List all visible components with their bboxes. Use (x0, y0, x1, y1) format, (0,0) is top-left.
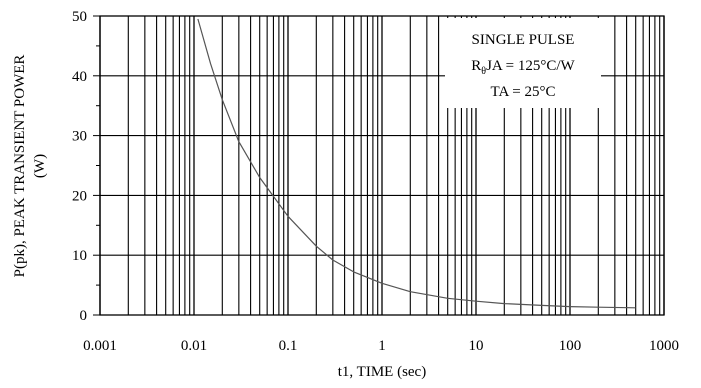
y-tick-label: 0 (80, 308, 88, 324)
y-tick-label: 30 (72, 129, 87, 145)
x-axis-label: t1, TIME (sec) (338, 364, 426, 380)
x-tick-label: 1000 (649, 338, 679, 354)
x-tick-label: 0.001 (83, 338, 117, 354)
y-tick-label: 40 (72, 69, 87, 85)
x-tick-label: 1 (378, 338, 386, 354)
curve-layer (197, 18, 636, 309)
x-tick-label: 0.01 (181, 338, 207, 354)
annotation-line2-prefix: R (471, 58, 481, 74)
annotation-background (445, 18, 601, 108)
y-axis-ticks: 0 10 20 30 40 50 (72, 9, 100, 324)
x-axis-ticks: 0.001 0.01 0.1 1 10 100 1000 (83, 338, 679, 354)
annotation-line2-subscript: θ (481, 66, 486, 77)
y-axis-label: P(pk), PEAK TRANSIENT POWER (W) (12, 55, 48, 278)
annotation-line1: SINGLE PULSE (472, 32, 575, 48)
x-tick-label: 0.1 (279, 338, 298, 354)
y-axis-label-line2: (W) (32, 154, 48, 178)
y-axis-label-line1: P(pk), PEAK TRANSIENT POWER (12, 55, 28, 278)
annotation-line3: TA = 25°C (491, 84, 556, 100)
annotation-line2: RθJA = 125°C/W (471, 58, 575, 77)
annotation-line2-rest: JA = 125°C/W (486, 58, 575, 74)
y-tick-label: 20 (72, 188, 87, 204)
annotation-box: SINGLE PULSE RθJA = 125°C/W TA = 25°C (445, 18, 601, 108)
x-tick-label: 10 (469, 338, 484, 354)
series-line (197, 18, 636, 309)
y-tick-label: 10 (72, 248, 87, 264)
y-tick-label: 50 (72, 9, 87, 25)
x-tick-label: 100 (559, 338, 582, 354)
